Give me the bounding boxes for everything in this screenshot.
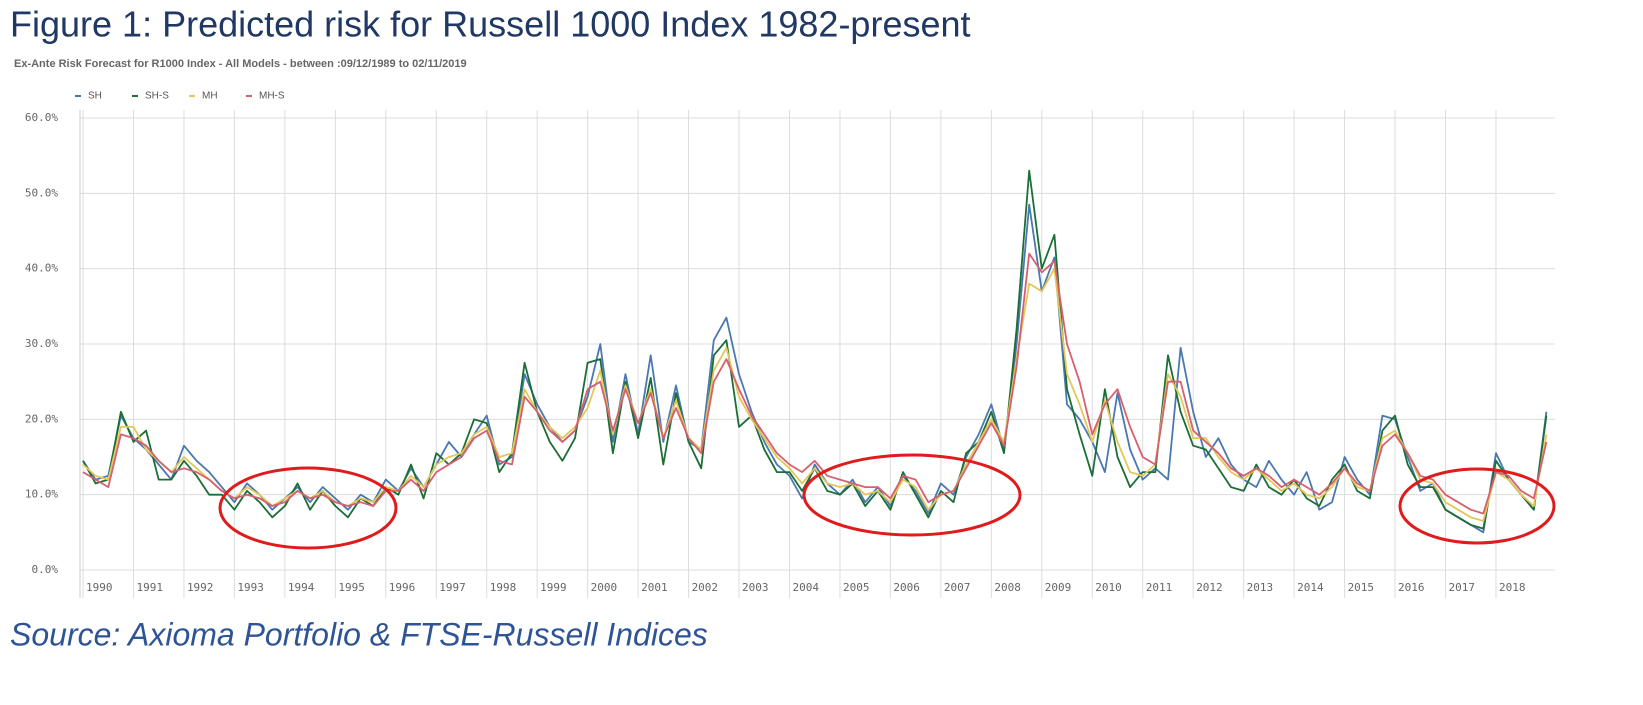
x-tick-label: 2001 [641, 581, 668, 594]
y-tick-label: 40.0% [25, 262, 58, 275]
source-note: Source: Axioma Portfolio & FTSE-Russell … [10, 616, 708, 652]
legend-label: SH-S [145, 91, 169, 102]
annotations [218, 453, 1556, 550]
y-tick-label: 50.0% [25, 186, 58, 199]
plot-area: 0.0% 10.0% 20.0% 30.0% 40.0% 50.0% 60.0% 1990 19… [25, 110, 1555, 598]
y-tick-label: 0.0% [32, 563, 59, 576]
series-line [82, 169, 1548, 530]
x-tick-label: 2017 [1448, 581, 1475, 594]
x-tick-label: 1993 [237, 581, 264, 594]
legend-label: MH [202, 91, 218, 102]
x-tick-label: 1992 [187, 581, 214, 594]
highlight-ellipse [1398, 467, 1556, 545]
x-tick-label: 1996 [389, 581, 416, 594]
x-tick-label: 1994 [288, 581, 315, 594]
series-line [82, 203, 1548, 534]
series-line [82, 267, 1548, 522]
highlight-ellipse [218, 466, 398, 550]
y-tick-label: 30.0% [25, 337, 58, 350]
x-tick-label: 2010 [1095, 581, 1122, 594]
x-tick-label: 2005 [843, 581, 870, 594]
x-tick-label: 2011 [1146, 581, 1173, 594]
x-tick-label: 2012 [1196, 581, 1223, 594]
x-tick-label: 2008 [994, 581, 1021, 594]
x-tick-label: 2007 [944, 581, 971, 594]
x-tick-label: 2015 [1348, 581, 1375, 594]
x-tick-label: 1998 [490, 581, 517, 594]
legend-label: SH [88, 91, 102, 102]
x-tick-label: 2000 [591, 581, 618, 594]
y-tick-label: 20.0% [25, 412, 58, 425]
x-tick-label: 2016 [1398, 581, 1425, 594]
x-tick-label: 2004 [792, 581, 819, 594]
x-tick-label: 2003 [742, 581, 769, 594]
x-tick-label: 2006 [893, 581, 920, 594]
series-line [82, 252, 1548, 515]
y-tick-label: 60.0% [25, 111, 58, 124]
chart-subtitle: Ex-Ante Risk Forecast for R1000 Index - … [14, 58, 467, 70]
x-tick-label: 2013 [1247, 581, 1274, 594]
x-tick-label: 1995 [338, 581, 365, 594]
y-tick-label: 10.0% [25, 488, 58, 501]
x-tick-label: 2009 [1045, 581, 1072, 594]
x-tick-label: 1991 [136, 581, 163, 594]
legend-label: MH-S [259, 91, 285, 102]
chart-title: Figure 1: Predicted risk for Russell 100… [10, 4, 971, 45]
x-tick-label: 2014 [1297, 581, 1324, 594]
x-tick-label: 1990 [86, 581, 113, 594]
x-tick-label: 2018 [1499, 581, 1526, 594]
highlight-ellipse [802, 453, 1022, 537]
x-tick-label: 1999 [540, 581, 567, 594]
x-tick-label: 2002 [692, 581, 719, 594]
x-tick-label: 1997 [439, 581, 466, 594]
